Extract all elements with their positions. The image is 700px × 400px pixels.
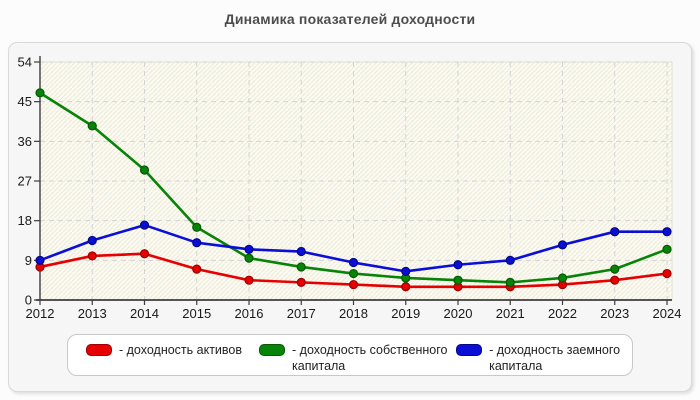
x-tick-label: 2019 xyxy=(391,306,420,321)
series-point-0-2014 xyxy=(139,249,150,259)
y-tick-label: 54 xyxy=(18,55,32,70)
line-chart: 0 9 18 27 36 45 54 2012 2013 2014 2015 2016 2017 2018… xyxy=(18,55,682,322)
chart-panel: 0 9 18 27 36 45 54 2012 2013 2014 2015 2016 2017 2018… xyxy=(8,42,692,392)
series-point-0-2019 xyxy=(401,282,411,292)
series-point-1-2018 xyxy=(348,268,359,279)
legend-swatch-icon xyxy=(259,344,286,356)
series-point-2-2023 xyxy=(610,227,620,237)
x-tick-label: 2013 xyxy=(78,306,107,321)
legend-entry-3: - доходность заемного капитала xyxy=(456,342,632,375)
x-tick-label: 2018 xyxy=(339,306,368,321)
chart-title: Динамика показателей доходности xyxy=(224,11,476,27)
x-tick-label: 2021 xyxy=(496,306,525,321)
x-tick-label: 2023 xyxy=(600,306,629,321)
series-point-0-2024 xyxy=(662,268,672,279)
x-tick-label: 2015 xyxy=(182,306,211,321)
series-point-1-2014 xyxy=(139,165,150,175)
series-point-2-2022 xyxy=(557,240,568,250)
y-tick-label: 9 xyxy=(25,253,32,268)
series-point-2-2021 xyxy=(505,255,515,265)
x-tick-label: 2016 xyxy=(235,306,264,321)
legend-entry-2: - доходность собственного капитала xyxy=(259,342,456,375)
series-point-1-2022 xyxy=(557,273,568,283)
series-point-1-2015 xyxy=(192,222,202,232)
legend-label: - доходность собственного капитала xyxy=(292,343,448,374)
series-point-2-2013 xyxy=(87,235,97,246)
series-point-1-2023 xyxy=(610,264,620,274)
series-point-1-2021 xyxy=(505,277,515,287)
series-point-2-2016 xyxy=(244,244,254,254)
series-point-2-2024 xyxy=(662,227,672,237)
legend-label: - доходность активов xyxy=(119,343,242,357)
series-point-0-2018 xyxy=(348,279,359,290)
series-point-1-2016 xyxy=(244,253,254,263)
series-point-1-2024 xyxy=(662,244,672,254)
series-point-1-2012 xyxy=(35,88,45,98)
series-point-0-2015 xyxy=(192,264,202,274)
y-tick-label: 36 xyxy=(18,134,32,149)
legend-entry-1: - доходность активов xyxy=(86,342,259,358)
y-tick-label: 0 xyxy=(25,293,32,308)
x-tick-label: 2024 xyxy=(653,306,682,321)
series-point-2-2020 xyxy=(453,260,463,270)
series-point-2-2012 xyxy=(35,255,45,265)
series-point-0-2023 xyxy=(610,275,620,285)
series-point-2-2014 xyxy=(139,220,150,230)
x-tick-label: 2017 xyxy=(287,306,316,321)
series-point-2-2019 xyxy=(401,266,411,276)
legend: - доходность активов - доходность собстве… xyxy=(67,334,633,376)
series-point-2-2015 xyxy=(192,238,202,248)
series-point-2-2017 xyxy=(296,246,306,257)
y-tick-label: 45 xyxy=(18,94,32,109)
series-point-1-2017 xyxy=(296,262,306,272)
series-point-2-2018 xyxy=(348,257,359,268)
x-tick-label: 2012 xyxy=(26,306,55,321)
series-point-0-2013 xyxy=(87,251,97,261)
series-point-0-2016 xyxy=(244,275,254,285)
y-tick-label: 18 xyxy=(18,213,32,228)
series-point-0-2017 xyxy=(296,277,306,287)
legend-label: - доходность заемного капитала xyxy=(489,343,621,374)
x-tick-label: 2014 xyxy=(130,306,159,321)
legend-swatch-icon xyxy=(86,344,112,356)
x-tick-label: 2022 xyxy=(548,306,577,321)
legend-swatch-icon xyxy=(456,344,483,356)
series-point-1-2020 xyxy=(453,275,463,285)
series-point-1-2013 xyxy=(87,121,97,131)
x-tick-label: 2020 xyxy=(444,306,473,321)
y-tick-label: 27 xyxy=(18,174,32,189)
